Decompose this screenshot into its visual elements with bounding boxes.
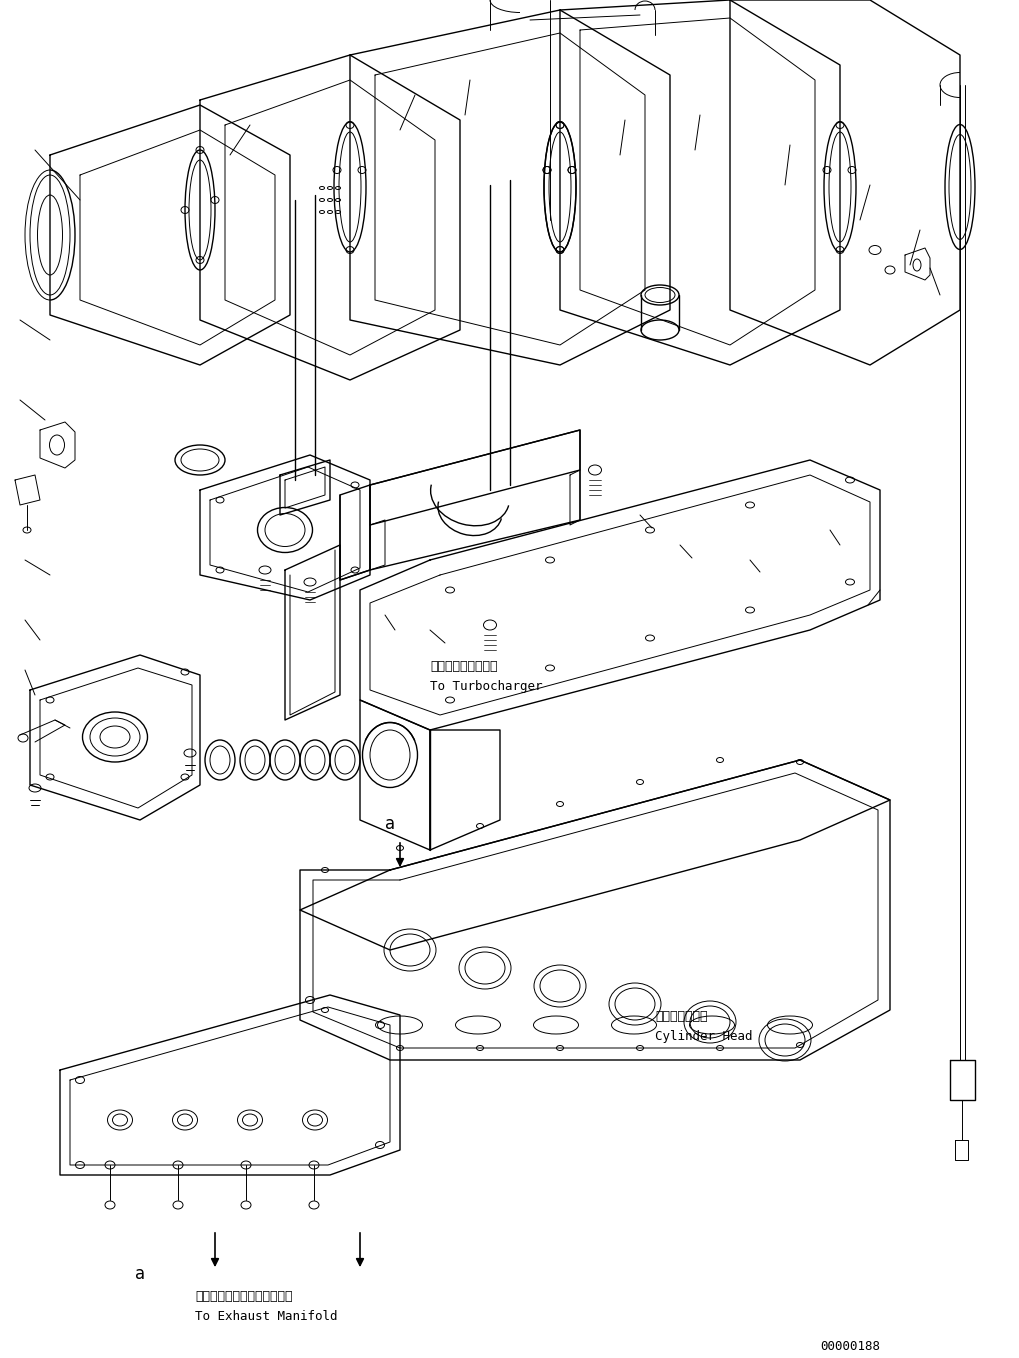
- Text: a: a: [384, 815, 394, 832]
- Text: a: a: [135, 1266, 145, 1283]
- Text: To Turbocharger: To Turbocharger: [430, 680, 542, 693]
- Text: シリンダヘッド: シリンダヘッド: [654, 1010, 707, 1023]
- Text: 00000188: 00000188: [819, 1340, 879, 1353]
- Text: To Exhaust Manifold: To Exhaust Manifold: [195, 1310, 337, 1323]
- Text: エキゾーストマニホールドへ: エキゾーストマニホールドへ: [195, 1290, 292, 1302]
- Text: ターボチャージャへ: ターボチャージャへ: [430, 660, 497, 674]
- Text: Cylinder Head: Cylinder Head: [654, 1029, 752, 1043]
